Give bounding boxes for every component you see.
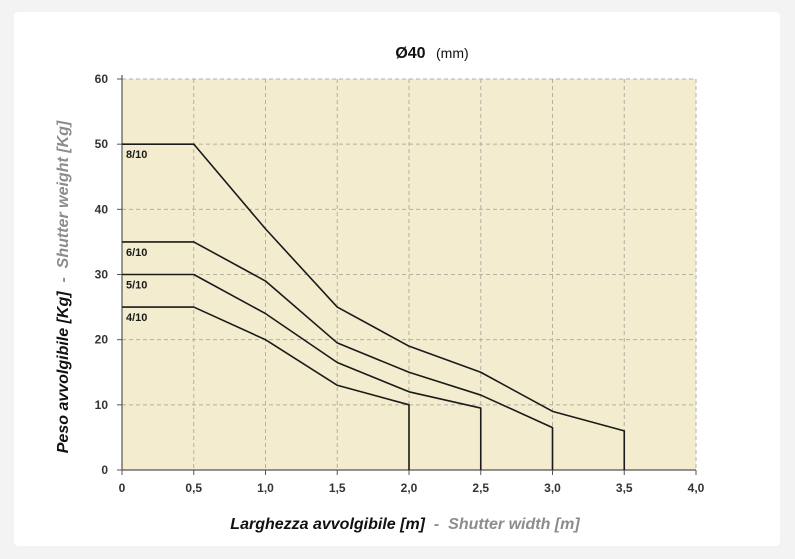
y-tick-label: 10 [95,398,109,412]
y-tick-label: 60 [95,72,109,86]
series-label-5-10: 5/10 [126,280,147,292]
x-tick-label: 4,0 [688,481,705,495]
x-tick-label: 1,5 [329,481,346,495]
x-tick-label: 2,0 [401,481,418,495]
x-tick-label: 0,5 [185,481,202,495]
x-axis-label-en: Shutter width [m] [448,516,580,533]
y-tick-label: 20 [95,333,109,347]
series-labels: 8/10 6/10 5/10 4/10 [126,149,147,324]
y-tick-label: 30 [95,268,109,282]
series-lines [122,143,626,470]
x-axis-label: Larghezza avvolgibile [m] - Shutter widt… [230,516,580,533]
y-tick-label: 0 [101,463,108,477]
chart-title-unit: (mm) [436,45,469,61]
series-line-8-10 [122,143,626,470]
y-tick-label: 50 [95,137,109,151]
y-axis-label: Peso avvolgibile [Kg] - Shutter weight [… [55,120,72,453]
series-label-4-10: 4/10 [126,312,147,324]
x-tick-label: 1,0 [257,481,274,495]
y-axis-label-separator: - [55,273,72,287]
x-tick-label: 3,5 [616,481,633,495]
x-tick-label: 2,5 [472,481,489,495]
x-axis-label-it: Larghezza avvolgibile [m] [230,516,425,533]
series-label-6-10: 6/10 [126,247,147,259]
chart-title: Ø40 (mm) [395,45,468,62]
x-tick-label: 3,0 [544,481,561,495]
series-line-5-10 [122,273,482,470]
chart-title-main: Ø40 [395,45,425,62]
y-axis-label-it: Peso avvolgibile [Kg] [55,291,72,453]
x-tick-label: 0 [119,481,126,495]
x-axis-label-separator: - [429,516,443,533]
series-line-6-10 [122,241,554,470]
series-line-4-10 [122,306,410,470]
series-label-8-10: 8/10 [126,149,147,161]
y-tick-label: 40 [95,202,109,216]
chart: 0 0,5 1,0 1,5 2,0 2,5 3,0 3,5 4,0 0 10 20 30 40 50 60 8… [55,45,705,533]
chart-card: 0 0,5 1,0 1,5 2,0 2,5 3,0 3,5 4,0 0 10 20 30 40 50 60 8… [14,12,780,546]
tick-labels: 0 0,5 1,0 1,5 2,0 2,5 3,0 3,5 4,0 0 10 20 30 40 50 60 [95,72,705,495]
y-axis-label-en: Shutter weight [Kg] [55,120,72,268]
